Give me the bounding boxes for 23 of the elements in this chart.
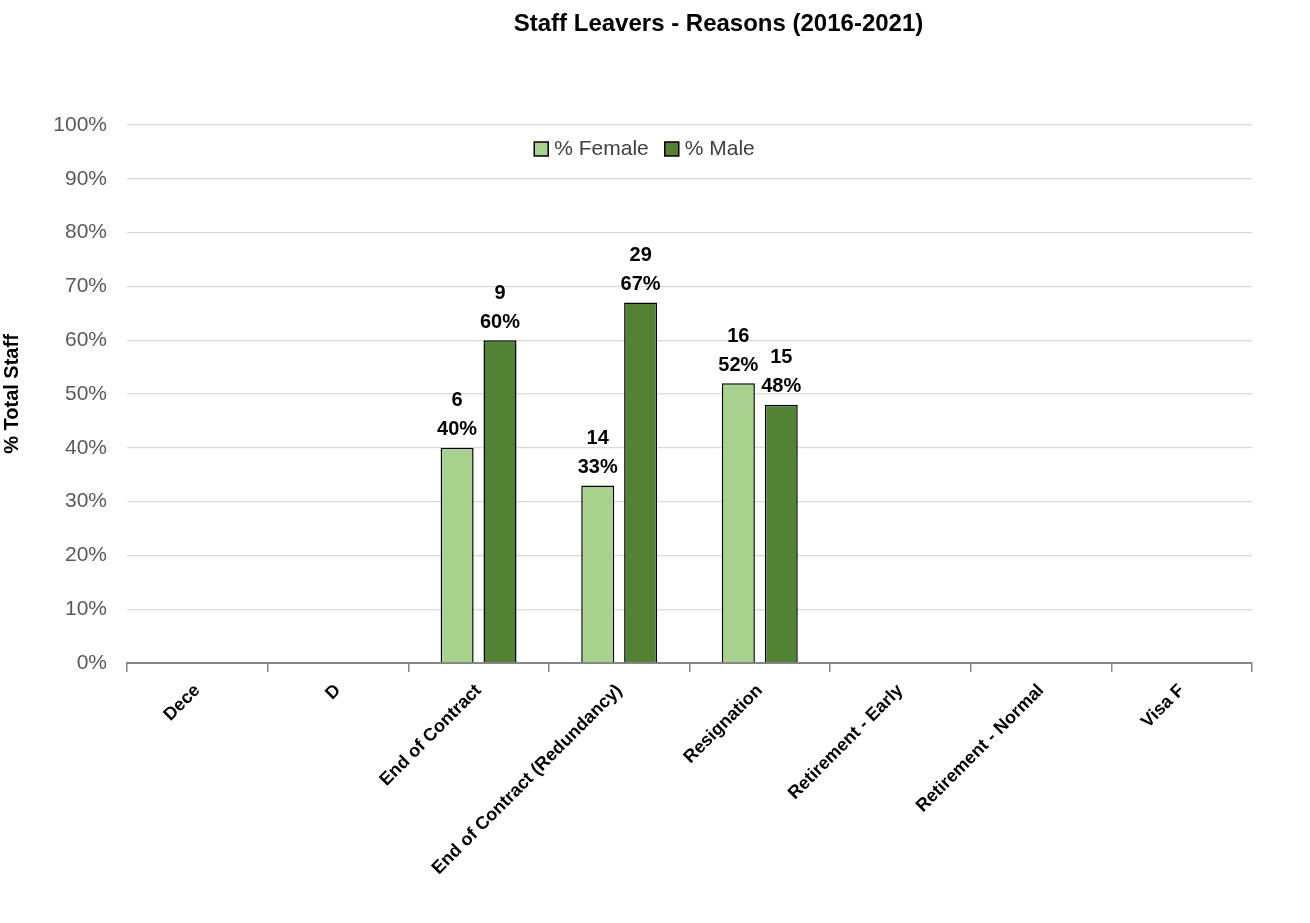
y-tick-label: 50% bbox=[64, 380, 107, 404]
y-tick-label: 60% bbox=[64, 327, 107, 350]
y-axis-title: % Total Staff bbox=[0, 333, 22, 454]
y-tick-label: 10% bbox=[64, 596, 107, 619]
y-tick-label: 40% bbox=[64, 434, 107, 458]
legend-label: % Male bbox=[684, 135, 755, 159]
data-label: 6 40% bbox=[437, 388, 478, 440]
data-label: 14 33% bbox=[577, 425, 618, 477]
data-label: 16 52% bbox=[718, 323, 759, 375]
y-tick-label: 0% bbox=[76, 649, 107, 673]
data-label: 9 60% bbox=[479, 280, 521, 332]
x-tick-label: D bbox=[320, 679, 345, 704]
y-tick-label: 70% bbox=[64, 273, 107, 297]
chart-title: Staff Leavers - Reasons (2016-2021) bbox=[513, 8, 924, 36]
y-tick-label: 30% bbox=[64, 488, 107, 512]
data-label: 29 67% bbox=[620, 243, 661, 295]
data-label: 15 48% bbox=[761, 345, 802, 397]
x-tick-label: Visa F bbox=[1136, 679, 1189, 732]
y-tick-label: 100% bbox=[53, 111, 107, 135]
y-tick-label: 80% bbox=[64, 219, 107, 243]
legend-label: % Female bbox=[554, 135, 649, 159]
y-tick-label: 20% bbox=[64, 542, 107, 566]
y-tick-label: 90% bbox=[64, 165, 107, 189]
